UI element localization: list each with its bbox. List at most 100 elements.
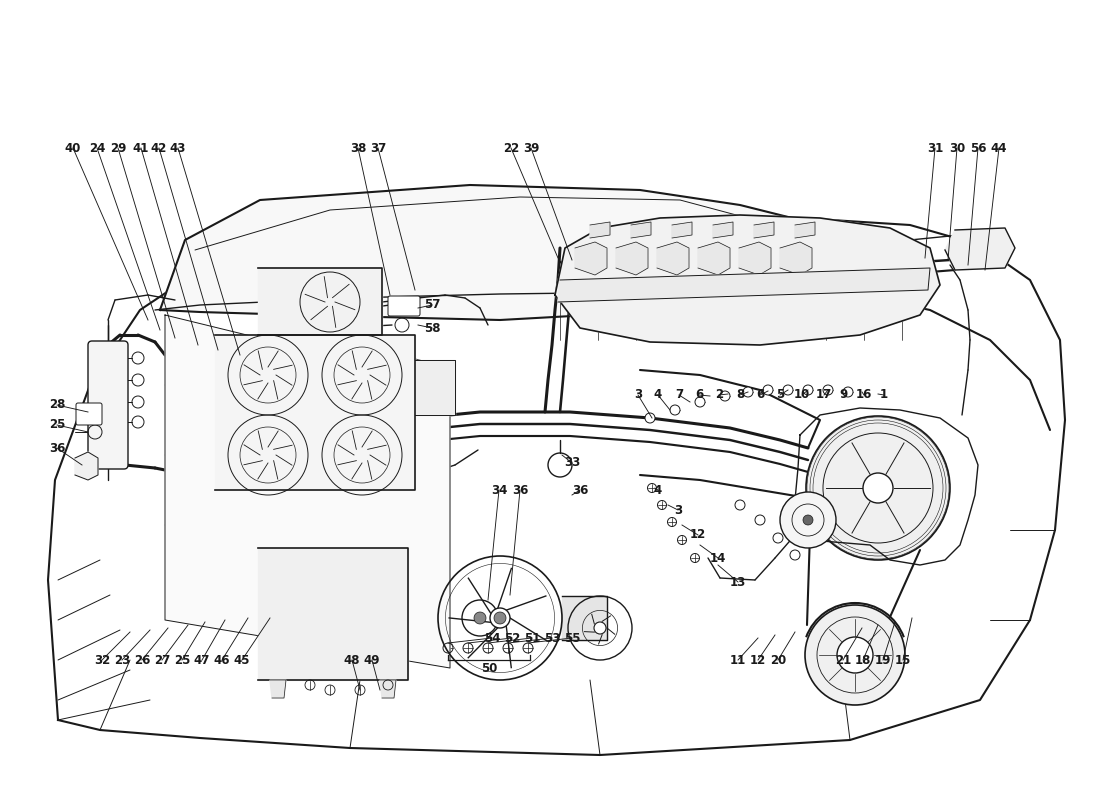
Circle shape	[843, 387, 852, 397]
Text: 30: 30	[949, 142, 965, 154]
Text: 31: 31	[927, 142, 943, 154]
Polygon shape	[165, 315, 450, 668]
Text: 13: 13	[730, 575, 746, 589]
Polygon shape	[258, 268, 382, 335]
Text: 33: 33	[564, 457, 580, 470]
Polygon shape	[556, 215, 940, 345]
Circle shape	[720, 391, 730, 401]
Text: 20: 20	[770, 654, 786, 666]
Text: 4: 4	[653, 483, 662, 497]
Text: 37: 37	[370, 142, 386, 154]
Polygon shape	[575, 242, 607, 275]
Circle shape	[864, 473, 893, 503]
Text: 25: 25	[48, 418, 65, 431]
Text: 25: 25	[174, 654, 190, 666]
Circle shape	[823, 385, 833, 395]
Text: 23: 23	[114, 654, 130, 666]
Polygon shape	[258, 548, 408, 680]
Polygon shape	[48, 218, 1065, 755]
Text: 3: 3	[634, 389, 642, 402]
Polygon shape	[739, 242, 771, 275]
Circle shape	[805, 605, 905, 705]
Text: 14: 14	[710, 551, 726, 565]
Polygon shape	[713, 222, 733, 238]
Circle shape	[490, 608, 510, 628]
Text: 28: 28	[48, 398, 65, 411]
Text: 21: 21	[835, 654, 851, 666]
Text: 29: 29	[110, 142, 126, 154]
Text: 40: 40	[65, 142, 81, 154]
Circle shape	[494, 612, 506, 624]
Text: 6: 6	[756, 389, 764, 402]
Circle shape	[474, 612, 486, 624]
Text: 6: 6	[695, 389, 703, 402]
Text: 32: 32	[94, 654, 110, 666]
Circle shape	[695, 397, 705, 407]
Text: 24: 24	[89, 142, 106, 154]
Text: 44: 44	[991, 142, 1008, 154]
Polygon shape	[754, 222, 774, 238]
Text: 51: 51	[524, 631, 540, 645]
Circle shape	[670, 405, 680, 415]
Circle shape	[837, 637, 873, 673]
Text: 42: 42	[151, 142, 167, 154]
Text: 36: 36	[572, 483, 588, 497]
Text: 45: 45	[233, 654, 251, 666]
Polygon shape	[379, 680, 396, 698]
Polygon shape	[160, 185, 800, 320]
Text: 3: 3	[674, 503, 682, 517]
Text: 47: 47	[194, 654, 210, 666]
Text: 46: 46	[213, 654, 230, 666]
Text: 36: 36	[48, 442, 65, 454]
Polygon shape	[75, 452, 98, 480]
Text: 38: 38	[350, 142, 366, 154]
Text: 4: 4	[653, 389, 662, 402]
Circle shape	[742, 387, 754, 397]
Polygon shape	[562, 596, 607, 640]
Text: 41: 41	[133, 142, 150, 154]
Text: 53: 53	[543, 631, 560, 645]
Text: 49: 49	[364, 654, 381, 666]
Text: 19: 19	[874, 654, 891, 666]
Circle shape	[763, 385, 773, 395]
Text: 36: 36	[512, 483, 528, 497]
Text: 18: 18	[855, 654, 871, 666]
Text: 15: 15	[894, 654, 911, 666]
FancyBboxPatch shape	[388, 296, 420, 316]
Text: 39: 39	[522, 142, 539, 154]
FancyBboxPatch shape	[76, 403, 102, 425]
Circle shape	[803, 385, 813, 395]
Circle shape	[645, 413, 654, 423]
Text: 55: 55	[563, 631, 581, 645]
Text: 5: 5	[776, 389, 784, 402]
Polygon shape	[672, 222, 692, 238]
Circle shape	[783, 385, 793, 395]
Text: 9: 9	[840, 389, 848, 402]
Polygon shape	[270, 680, 286, 698]
Polygon shape	[657, 242, 689, 275]
Text: 11: 11	[730, 654, 746, 666]
Text: 7: 7	[675, 389, 683, 402]
Text: 1: 1	[880, 389, 888, 402]
Polygon shape	[415, 360, 455, 415]
Polygon shape	[945, 228, 1015, 270]
Text: 12: 12	[690, 529, 706, 542]
Text: 17: 17	[816, 389, 832, 402]
Polygon shape	[214, 335, 415, 490]
Polygon shape	[631, 222, 651, 238]
Text: 26: 26	[134, 654, 151, 666]
Text: 54: 54	[484, 631, 500, 645]
Text: 50: 50	[481, 662, 497, 674]
Polygon shape	[795, 222, 815, 238]
Circle shape	[780, 492, 836, 548]
Polygon shape	[698, 242, 730, 275]
Text: 8: 8	[736, 389, 744, 402]
FancyBboxPatch shape	[88, 341, 128, 469]
Polygon shape	[780, 242, 812, 275]
Text: 2: 2	[715, 389, 723, 402]
Text: 43: 43	[169, 142, 186, 154]
Text: 10: 10	[794, 389, 810, 402]
Polygon shape	[558, 268, 930, 302]
Text: 12: 12	[750, 654, 766, 666]
Polygon shape	[590, 222, 610, 238]
